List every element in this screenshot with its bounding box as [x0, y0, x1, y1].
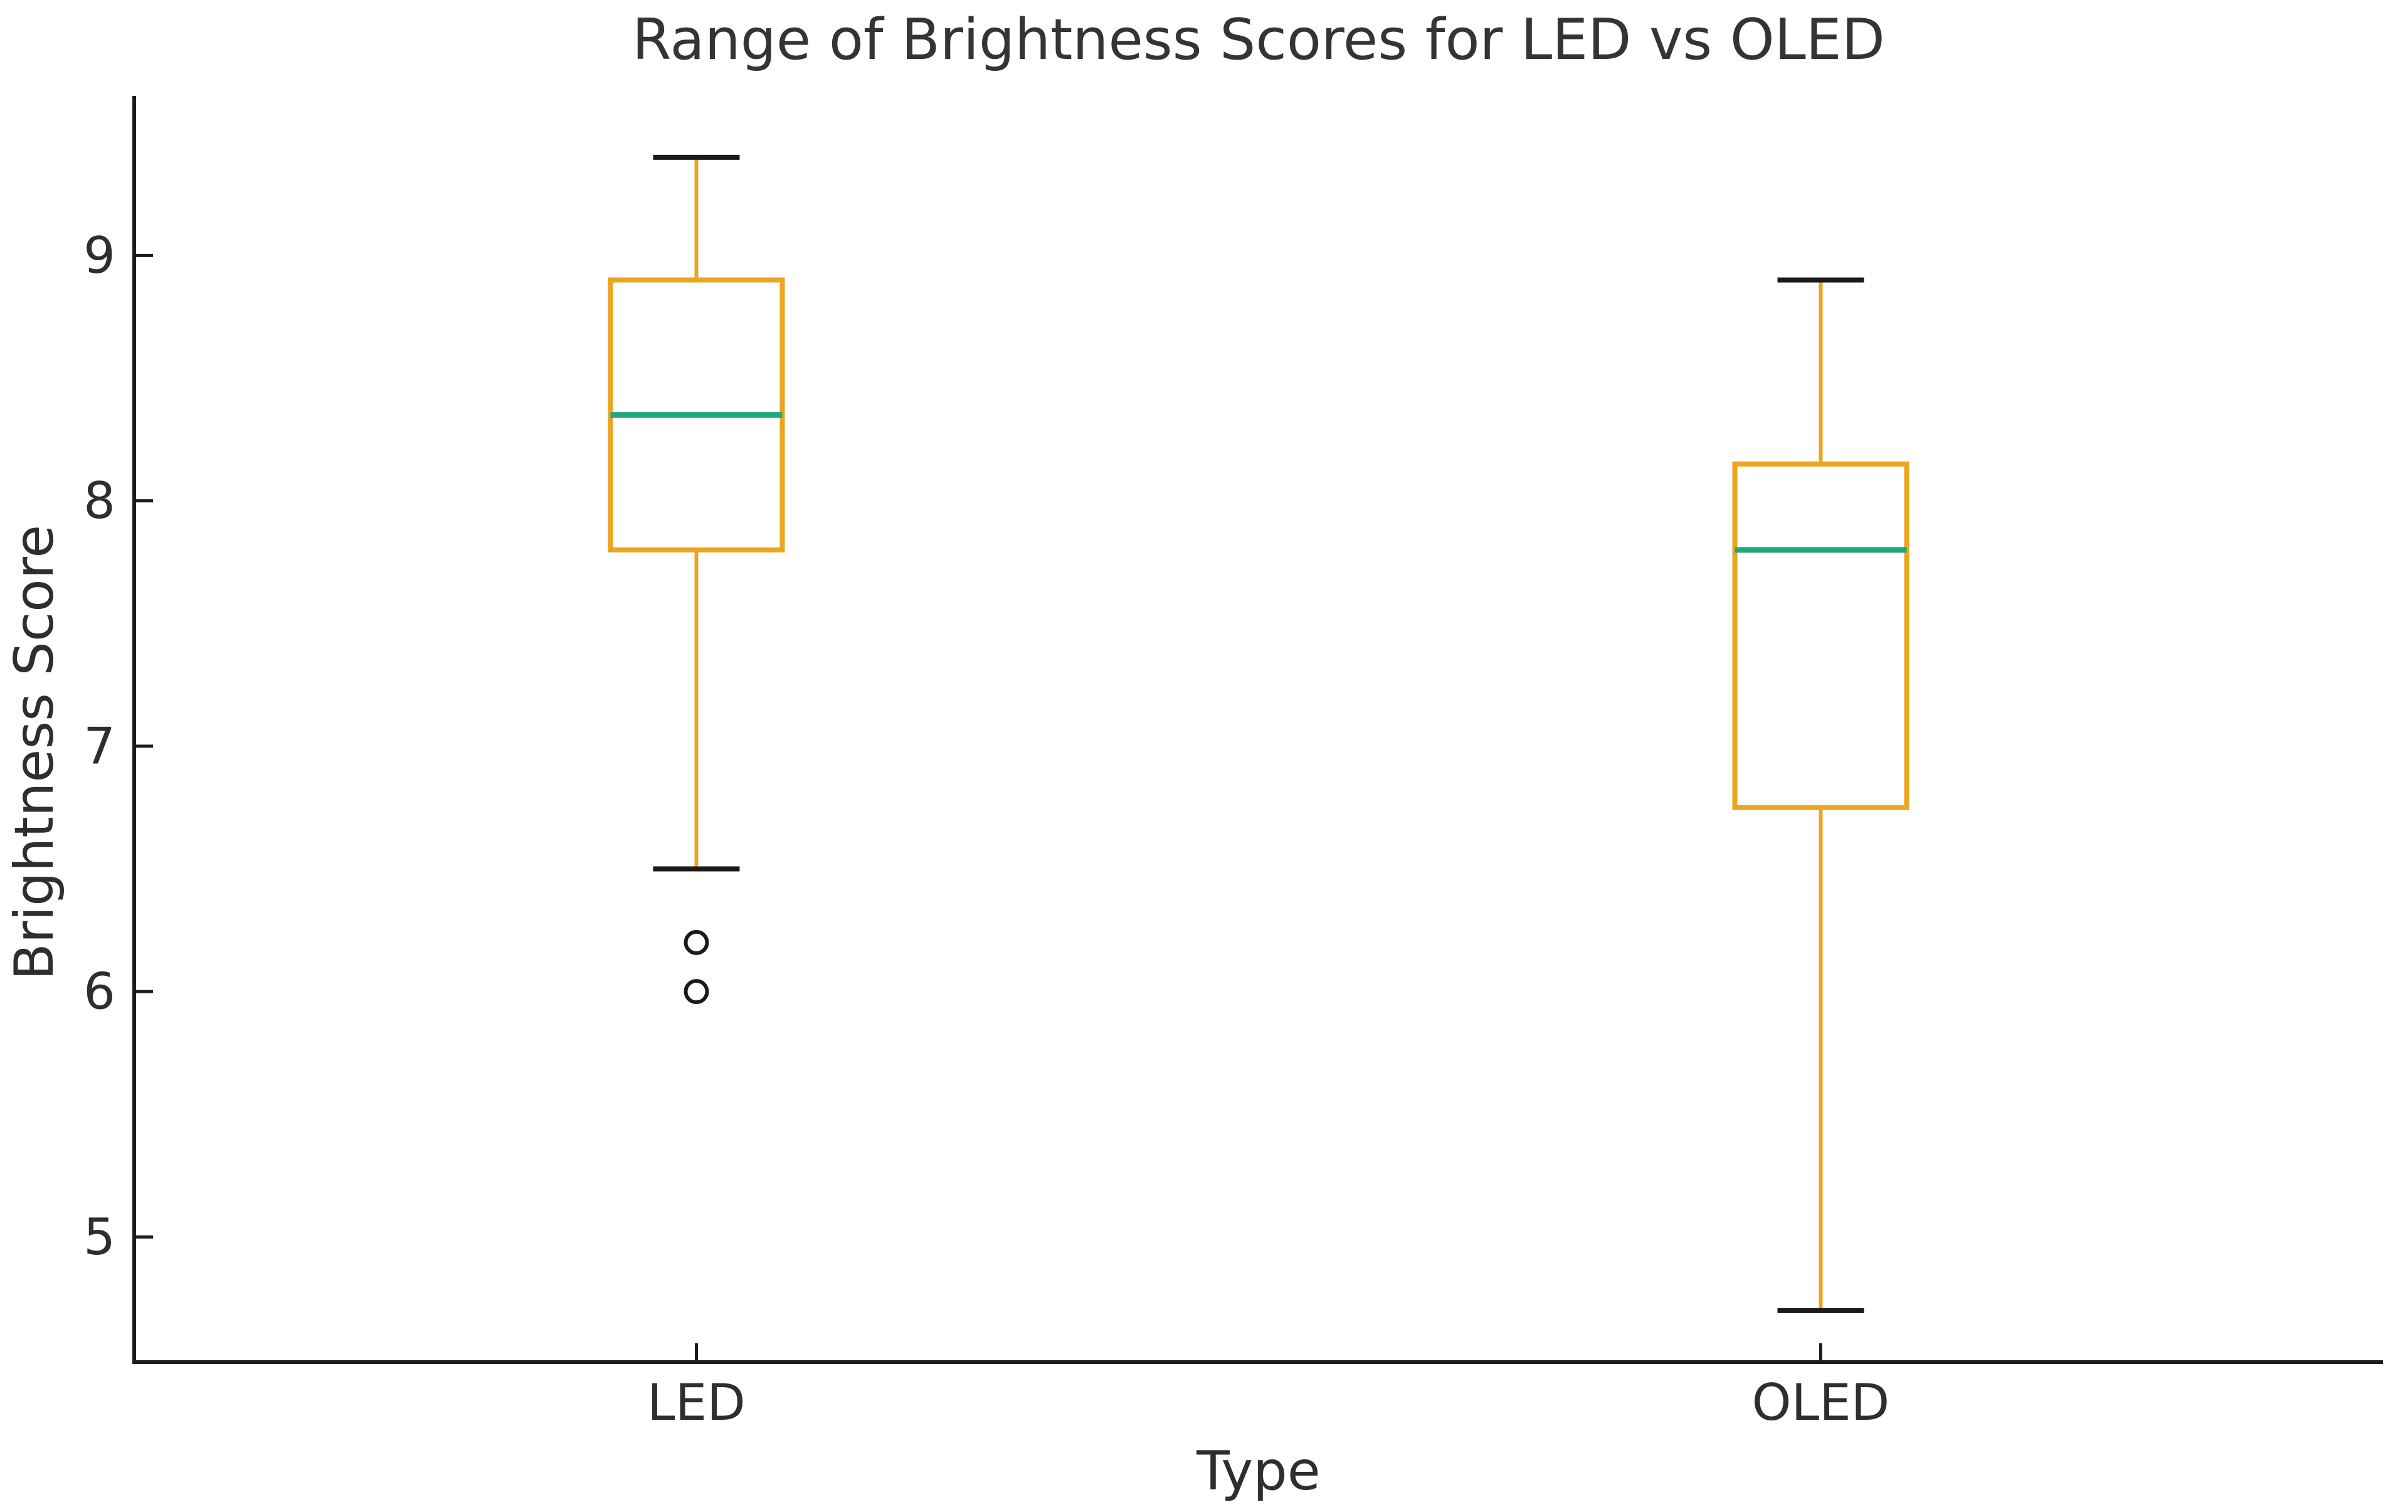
y-tick-label-5: 5: [83, 1208, 115, 1266]
x-tick-label-LED: LED: [647, 1373, 746, 1432]
chart-title: Range of Brightness Scores for LED vs OL…: [632, 7, 1885, 73]
y-tick-label-6: 6: [83, 963, 115, 1021]
y-tick-label-8: 8: [83, 472, 115, 530]
box-OLED: [1732, 461, 1909, 810]
y-tick-label-7: 7: [83, 717, 115, 775]
outlier-LED-1: [684, 979, 709, 1005]
x-axis-label: Type: [1196, 1440, 1321, 1503]
outlier-LED-0: [684, 929, 709, 955]
x-tick-label-OLED: OLED: [1752, 1373, 1890, 1432]
y-tick-label-9: 9: [83, 226, 115, 285]
